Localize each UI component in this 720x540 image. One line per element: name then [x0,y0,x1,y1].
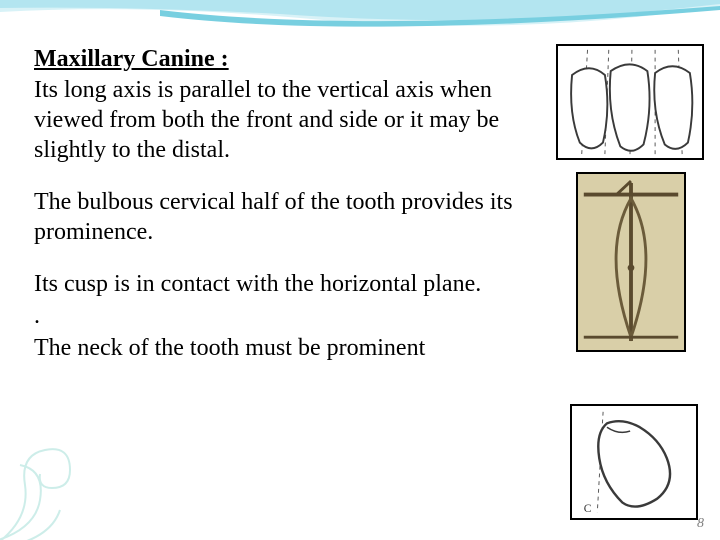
paragraph-1: Its long axis is parallel to the vertica… [34,75,514,165]
fig-profile-label: C [584,502,592,515]
fig-canine-profile: C [570,404,698,520]
fig-canine-axis [576,172,686,352]
paragraph-3: Its cusp is in contact with the horizont… [34,269,514,299]
slide: Maxillary Canine : Its long axis is para… [0,0,720,540]
paragraph-4: The neck of the tooth must be prominent [34,333,514,363]
text-column: Maxillary Canine : Its long axis is para… [34,46,514,363]
page-number: 8 [697,516,704,532]
paragraph-dot: . [34,301,514,331]
fig-frontal-teeth [556,44,704,160]
heading: Maxillary Canine : [34,46,514,73]
top-swoosh-decor [0,0,720,50]
corner-swirl-decor [0,430,110,540]
paragraph-2: The bulbous cervical half of the tooth p… [34,187,514,247]
